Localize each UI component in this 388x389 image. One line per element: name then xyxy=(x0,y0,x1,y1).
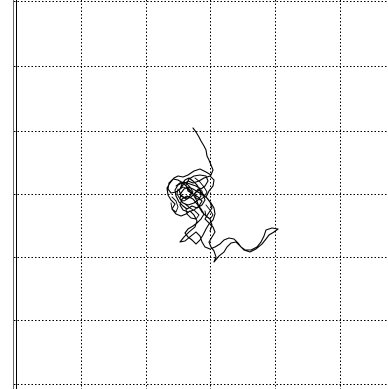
trajectory-cluster xyxy=(170,177,214,220)
trajectory-trace xyxy=(166,127,279,263)
